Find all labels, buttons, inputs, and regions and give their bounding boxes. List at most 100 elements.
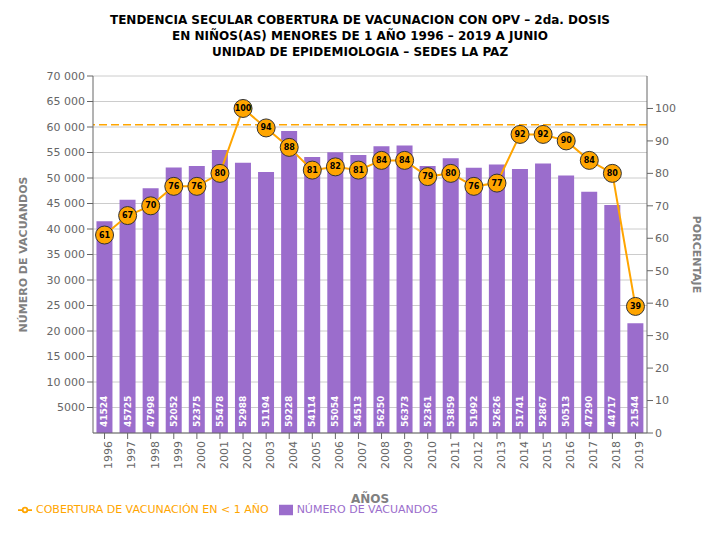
svg-text:PORCENTAJE: PORCENTAJE bbox=[690, 216, 703, 293]
svg-text:2013: 2013 bbox=[495, 441, 508, 469]
svg-text:55478: 55478 bbox=[215, 396, 225, 427]
svg-text:100: 100 bbox=[655, 102, 676, 115]
svg-text:AÑOS: AÑOS bbox=[351, 491, 389, 506]
svg-text:70: 70 bbox=[145, 201, 157, 210]
svg-text:82: 82 bbox=[330, 162, 341, 171]
svg-text:80: 80 bbox=[607, 169, 619, 178]
svg-text:2004: 2004 bbox=[287, 441, 300, 469]
svg-text:56250: 56250 bbox=[376, 396, 386, 427]
svg-text:52375: 52375 bbox=[192, 396, 202, 427]
svg-text:77: 77 bbox=[491, 179, 502, 188]
svg-text:76: 76 bbox=[468, 182, 480, 191]
svg-text:61: 61 bbox=[99, 231, 111, 240]
svg-text:47290: 47290 bbox=[584, 396, 594, 427]
svg-text:5000: 5000 bbox=[57, 401, 85, 414]
svg-text:2011: 2011 bbox=[449, 441, 462, 469]
svg-text:52626: 52626 bbox=[492, 396, 502, 427]
svg-text:80: 80 bbox=[445, 169, 457, 178]
svg-text:55054: 55054 bbox=[330, 396, 340, 427]
svg-text:55 000: 55 000 bbox=[47, 146, 86, 159]
svg-text:15 000: 15 000 bbox=[47, 350, 86, 363]
svg-text:40 000: 40 000 bbox=[47, 223, 86, 236]
svg-text:1996: 1996 bbox=[102, 441, 115, 469]
svg-text:51992: 51992 bbox=[469, 396, 479, 427]
svg-text:79: 79 bbox=[422, 172, 434, 181]
svg-text:2003: 2003 bbox=[264, 441, 277, 469]
svg-text:2001: 2001 bbox=[218, 441, 231, 469]
svg-text:50513: 50513 bbox=[561, 396, 571, 427]
svg-text:67: 67 bbox=[122, 211, 133, 220]
svg-text:2016: 2016 bbox=[564, 441, 577, 469]
svg-text:2006: 2006 bbox=[333, 441, 346, 469]
svg-text:94: 94 bbox=[261, 123, 273, 132]
svg-text:52052: 52052 bbox=[169, 396, 179, 427]
svg-text:20: 20 bbox=[655, 362, 669, 375]
svg-text:2007: 2007 bbox=[356, 441, 369, 469]
svg-text:45 000: 45 000 bbox=[47, 197, 86, 210]
svg-text:2002: 2002 bbox=[241, 441, 254, 469]
svg-text:10 000: 10 000 bbox=[47, 376, 86, 389]
svg-text:56373: 56373 bbox=[400, 396, 410, 427]
svg-text:2017: 2017 bbox=[587, 441, 600, 469]
svg-text:2008: 2008 bbox=[379, 441, 392, 469]
svg-text:0: 0 bbox=[655, 427, 662, 440]
svg-text:40: 40 bbox=[655, 297, 669, 310]
svg-text:70 000: 70 000 bbox=[47, 70, 86, 83]
svg-text:2009: 2009 bbox=[402, 441, 415, 469]
svg-text:84: 84 bbox=[584, 156, 596, 165]
svg-text:88: 88 bbox=[284, 143, 296, 152]
svg-text:76: 76 bbox=[168, 182, 180, 191]
svg-text:2018: 2018 bbox=[610, 441, 623, 469]
svg-text:1998: 1998 bbox=[149, 441, 162, 469]
svg-text:92: 92 bbox=[538, 130, 549, 139]
svg-text:20 000: 20 000 bbox=[47, 325, 86, 338]
svg-text:54513: 54513 bbox=[353, 396, 363, 427]
svg-text:80: 80 bbox=[214, 169, 226, 178]
svg-text:10: 10 bbox=[655, 394, 669, 407]
svg-text:45725: 45725 bbox=[123, 396, 133, 427]
svg-text:41524: 41524 bbox=[99, 396, 109, 427]
svg-text:65 000: 65 000 bbox=[47, 95, 86, 108]
svg-text:2019: 2019 bbox=[633, 441, 646, 469]
svg-text:76: 76 bbox=[191, 182, 203, 191]
svg-text:21544: 21544 bbox=[630, 396, 640, 427]
svg-text:2015: 2015 bbox=[541, 441, 554, 469]
svg-text:1999: 1999 bbox=[172, 441, 185, 469]
svg-text:2014: 2014 bbox=[518, 441, 531, 469]
svg-text:47998: 47998 bbox=[146, 396, 156, 427]
svg-text:50: 50 bbox=[655, 265, 669, 278]
svg-text:80: 80 bbox=[655, 167, 669, 180]
svg-text:53859: 53859 bbox=[446, 396, 456, 427]
svg-text:2005: 2005 bbox=[310, 441, 323, 469]
svg-text:2012: 2012 bbox=[472, 441, 485, 469]
svg-text:90: 90 bbox=[561, 136, 573, 145]
svg-text:54114: 54114 bbox=[307, 396, 317, 427]
svg-text:2000: 2000 bbox=[195, 441, 208, 469]
svg-text:84: 84 bbox=[399, 156, 411, 165]
svg-text:81: 81 bbox=[353, 166, 365, 175]
svg-text:81: 81 bbox=[307, 166, 319, 175]
svg-text:51194: 51194 bbox=[261, 396, 271, 427]
svg-text:90: 90 bbox=[655, 135, 669, 148]
svg-text:84: 84 bbox=[376, 156, 388, 165]
svg-text:25 000: 25 000 bbox=[47, 299, 86, 312]
svg-text:100: 100 bbox=[235, 104, 252, 113]
svg-text:52867: 52867 bbox=[538, 396, 548, 427]
svg-text:30: 30 bbox=[655, 330, 669, 343]
svg-text:60: 60 bbox=[655, 232, 669, 245]
svg-text:2010: 2010 bbox=[426, 441, 439, 469]
svg-text:35 000: 35 000 bbox=[47, 248, 86, 261]
svg-text:52361: 52361 bbox=[423, 396, 433, 427]
svg-text:44717: 44717 bbox=[607, 396, 617, 427]
svg-text:1997: 1997 bbox=[125, 441, 138, 469]
svg-text:NÚMERO DE VACUANDOS: NÚMERO DE VACUANDOS bbox=[17, 177, 30, 333]
svg-text:70: 70 bbox=[655, 200, 669, 213]
svg-text:60 000: 60 000 bbox=[47, 121, 86, 134]
svg-text:50 000: 50 000 bbox=[47, 172, 86, 185]
svg-text:92: 92 bbox=[514, 130, 525, 139]
svg-text:30 000: 30 000 bbox=[47, 274, 86, 287]
svg-text:39: 39 bbox=[630, 302, 642, 311]
svg-text:59228: 59228 bbox=[284, 396, 294, 427]
svg-text:52988: 52988 bbox=[238, 396, 248, 427]
svg-text:51741: 51741 bbox=[515, 396, 525, 427]
